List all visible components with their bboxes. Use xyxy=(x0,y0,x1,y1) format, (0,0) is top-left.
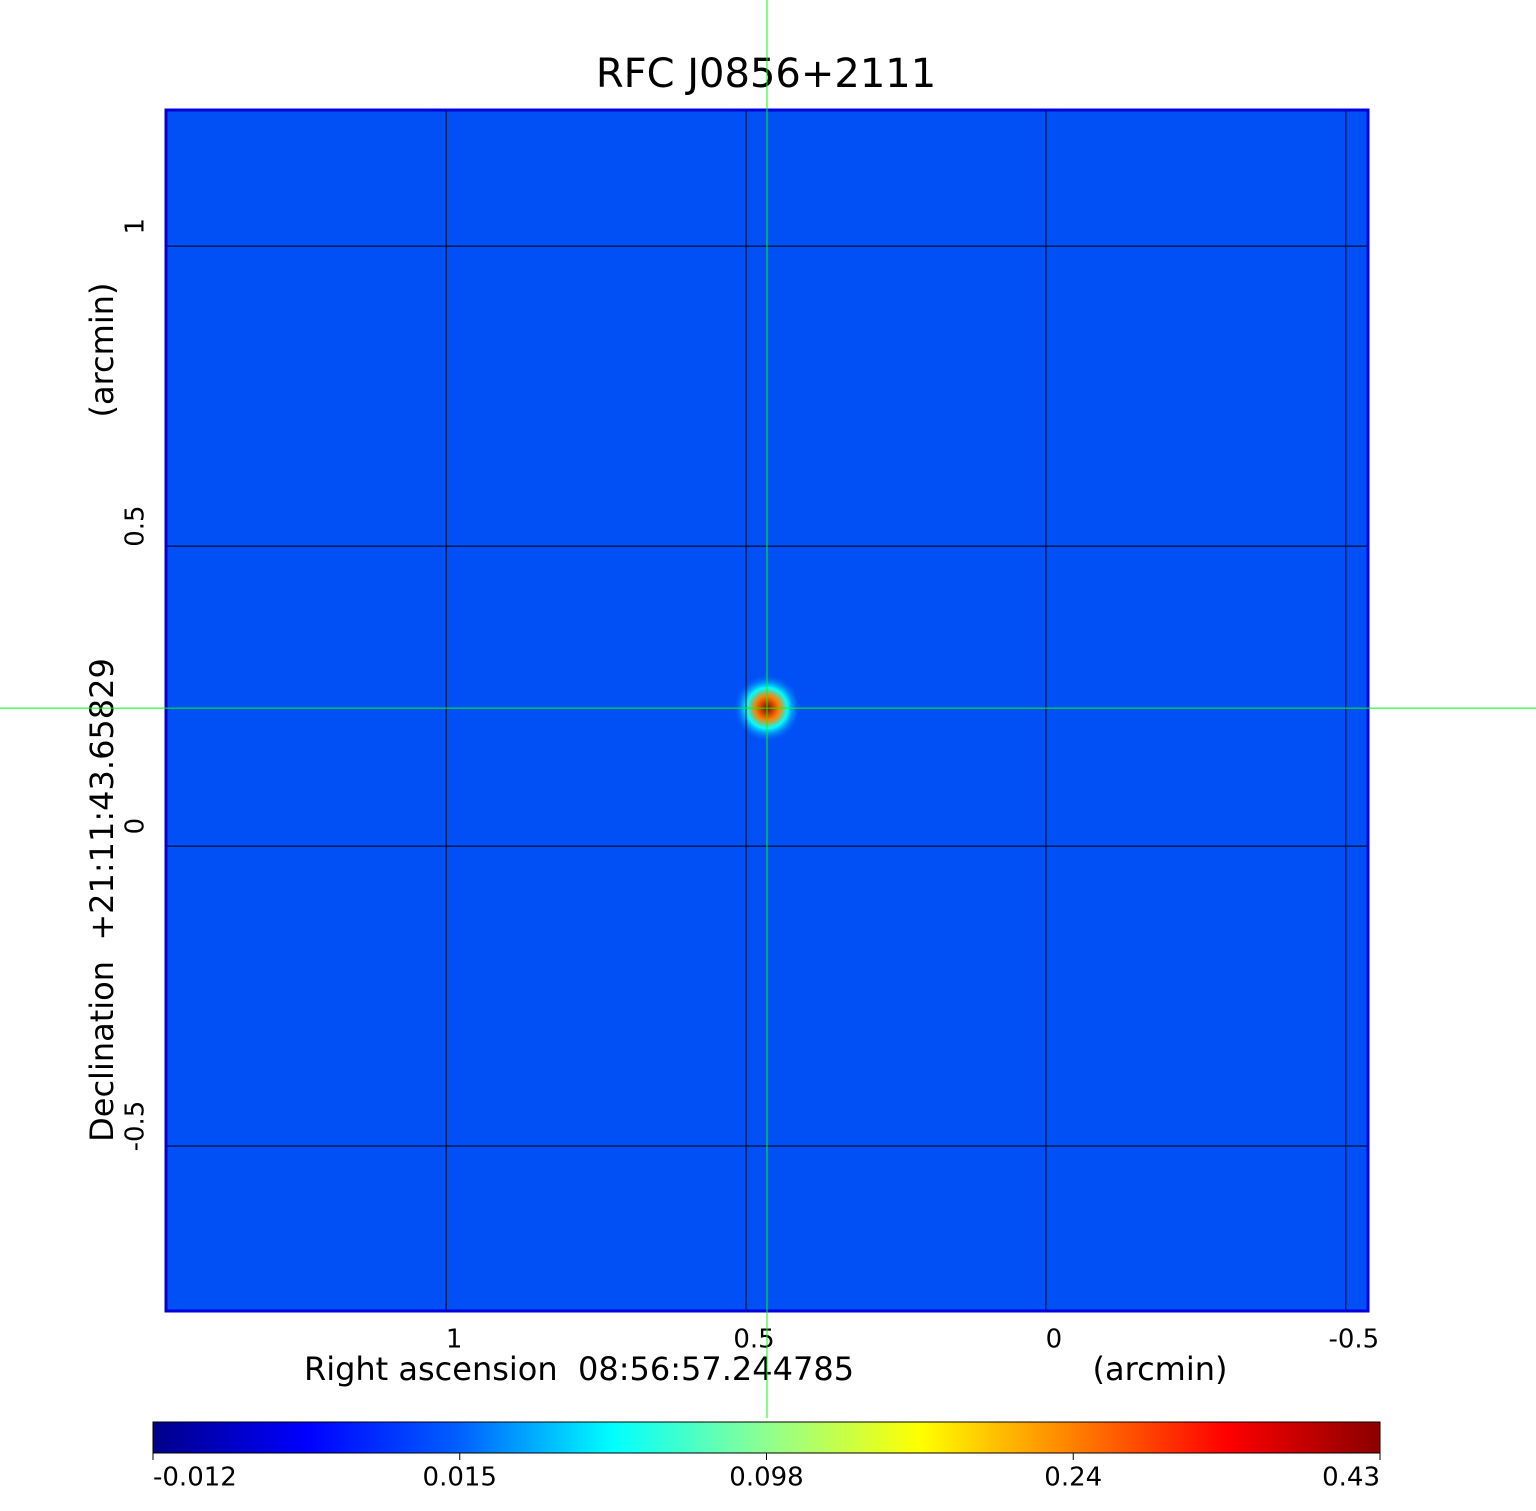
y-axis-unit: (arcmin) xyxy=(83,283,121,418)
colorbar-tick-label: -0.012 xyxy=(153,1463,237,1493)
colorbar-tick-label: 0.43 xyxy=(1322,1463,1380,1493)
x-axis-unit: (arcmin) xyxy=(1093,1350,1228,1388)
colorbar-tick-label: 0.098 xyxy=(729,1463,803,1493)
y-tick-label: 0.5 xyxy=(121,505,151,546)
x-tick-label: 1 xyxy=(446,1325,463,1355)
x-tick-label: -0.5 xyxy=(1328,1325,1379,1355)
y-tick-label: 1 xyxy=(121,218,151,235)
chart-title: RFC J0856+2111 xyxy=(596,51,936,97)
x-tick-label: 0.5 xyxy=(733,1325,774,1355)
colorbar-tick-label: 0.24 xyxy=(1044,1463,1102,1493)
colorbar-tick-label: 0.015 xyxy=(423,1463,497,1493)
y-tick-label: -0.5 xyxy=(121,1101,151,1152)
y-tick-label: 0 xyxy=(121,818,151,835)
x-axis-label: Right ascension 08:56:57.244785 xyxy=(304,1350,854,1388)
x-tick-label: 0 xyxy=(1046,1325,1063,1355)
y-axis-label: Declination +21:11:43.65829 xyxy=(83,658,121,1142)
colorbar xyxy=(152,1421,1381,1454)
